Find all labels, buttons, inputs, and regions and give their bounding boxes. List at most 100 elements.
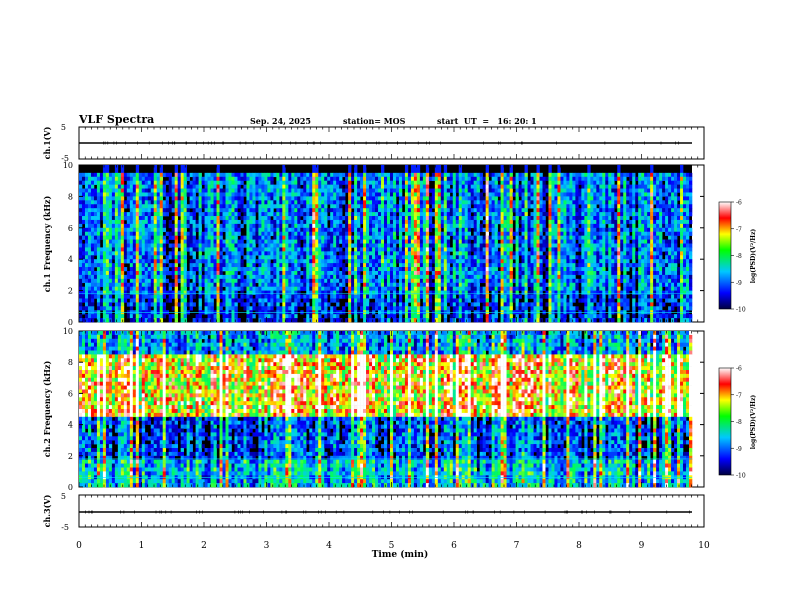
spectrogram-cell bbox=[234, 196, 238, 201]
spectrogram-cell bbox=[312, 176, 316, 181]
spectrogram-cell bbox=[404, 165, 409, 170]
spectrogram-cell bbox=[276, 306, 280, 311]
spectrogram-cell bbox=[437, 227, 442, 233]
spectrogram-cell bbox=[303, 239, 307, 244]
spectrogram-cell bbox=[114, 196, 119, 201]
spectrogram-cell bbox=[84, 259, 89, 264]
spectrogram-cell bbox=[123, 192, 128, 197]
spectrogram-cell bbox=[443, 172, 448, 178]
spectrogram-cell bbox=[339, 204, 343, 209]
spectrogram-cell bbox=[312, 188, 316, 193]
spectrogram-cell bbox=[330, 219, 334, 225]
spectrogram-cell bbox=[410, 176, 415, 181]
spectrogram-cell bbox=[303, 318, 307, 323]
spectrogram-cell bbox=[120, 216, 125, 221]
spectrogram-cell bbox=[419, 239, 424, 244]
spectrogram-cell bbox=[434, 188, 439, 193]
spectrogram-cell bbox=[387, 270, 391, 276]
spectrogram-cell bbox=[458, 204, 463, 209]
spectrogram-cell bbox=[476, 227, 480, 233]
spectrogram-cell bbox=[180, 168, 184, 174]
spectrogram-cell bbox=[413, 298, 418, 303]
spectrogram-cell bbox=[150, 176, 155, 181]
spectrogram-cell bbox=[485, 208, 489, 213]
spectrogram-cell bbox=[327, 239, 331, 244]
spectrogram-cell bbox=[222, 298, 226, 303]
spectrogram-cell bbox=[156, 255, 161, 260]
spectrogram-cell bbox=[306, 176, 310, 181]
spectrogram-cell bbox=[90, 306, 95, 311]
spectrogram-cell bbox=[363, 208, 367, 213]
spectrogram-cell bbox=[446, 259, 451, 264]
spectrogram-cell bbox=[410, 267, 415, 272]
spectrogram-cell bbox=[126, 290, 131, 295]
spectrogram-cell bbox=[87, 282, 92, 287]
spectrogram-cell bbox=[174, 286, 178, 291]
spectrogram-cell bbox=[389, 259, 394, 264]
spectrogram-cell bbox=[428, 243, 433, 248]
spectrogram-cell bbox=[79, 274, 83, 280]
spectrogram-cell bbox=[198, 263, 202, 268]
spectrogram-cell bbox=[156, 239, 161, 244]
spectrogram-cell bbox=[102, 204, 107, 209]
spectrogram-cell bbox=[339, 188, 343, 193]
spectrogram-cell bbox=[315, 282, 319, 287]
spectrogram-cell bbox=[333, 184, 337, 189]
spectrogram-cell bbox=[416, 286, 421, 291]
spectrogram-cell bbox=[87, 184, 92, 189]
spectrogram-cell bbox=[467, 196, 472, 201]
spectrogram-cell bbox=[449, 259, 454, 264]
spectrogram-cell bbox=[96, 223, 101, 229]
spectrogram-cell bbox=[156, 200, 161, 205]
spectrogram-cell bbox=[324, 263, 328, 268]
spectrogram-cell bbox=[327, 290, 331, 295]
spectrogram-cell bbox=[180, 208, 184, 213]
spectrogram-cell bbox=[162, 286, 167, 291]
spectrogram-cell bbox=[389, 180, 394, 185]
spectrogram-cell bbox=[249, 216, 253, 221]
spectrogram-cell bbox=[225, 223, 229, 229]
spectrogram-cell bbox=[276, 282, 280, 287]
spectrogram-cell bbox=[282, 318, 286, 323]
spectrogram-cell bbox=[381, 263, 385, 268]
spectrogram-cell bbox=[378, 239, 382, 244]
spectrogram-cell bbox=[252, 212, 256, 217]
spectrogram-cell bbox=[111, 208, 116, 213]
spectrogram-cell bbox=[180, 270, 184, 276]
spectrogram-cell bbox=[246, 188, 250, 193]
spectrogram-cell bbox=[458, 259, 463, 264]
spectrogram-cell bbox=[488, 286, 492, 291]
spectrogram-cell bbox=[177, 243, 181, 248]
spectrogram-cell bbox=[404, 231, 409, 236]
spectrogram-cell bbox=[87, 259, 92, 264]
spectrogram-cell bbox=[488, 227, 492, 233]
spectrogram-cell bbox=[339, 251, 343, 256]
spectrogram-cell bbox=[129, 204, 134, 209]
spectrogram-cell bbox=[401, 282, 406, 287]
spectrogram-cell bbox=[264, 251, 268, 256]
spectrogram-cell bbox=[434, 278, 439, 284]
spectrogram-cell bbox=[443, 282, 448, 287]
spectrogram-cell bbox=[354, 298, 358, 303]
spectrogram-cell bbox=[488, 180, 492, 185]
spectrogram-cell bbox=[455, 188, 460, 193]
spectrogram-cell bbox=[488, 259, 492, 264]
spectrogram-cell bbox=[291, 212, 295, 217]
spectrogram-cell bbox=[261, 180, 265, 185]
spectrogram-cell bbox=[449, 286, 454, 291]
spectrogram-cell bbox=[183, 247, 187, 252]
spectrogram-cell bbox=[351, 286, 355, 291]
spectrogram-cell bbox=[318, 216, 322, 221]
spectrogram-cell bbox=[144, 219, 149, 225]
spectrogram-cell bbox=[186, 282, 190, 287]
spectrogram-cell bbox=[431, 259, 436, 264]
spectrogram-cell bbox=[378, 259, 382, 264]
spectrogram-cell bbox=[357, 204, 361, 209]
spectrogram-cell bbox=[381, 259, 385, 264]
spectrogram-cell bbox=[384, 290, 388, 295]
spectrogram-cell bbox=[150, 290, 155, 295]
spectrogram-cell bbox=[387, 318, 391, 323]
spectrogram-cell bbox=[129, 180, 134, 185]
spectrogram-cell bbox=[318, 255, 322, 260]
spectrogram-cell bbox=[279, 235, 283, 240]
